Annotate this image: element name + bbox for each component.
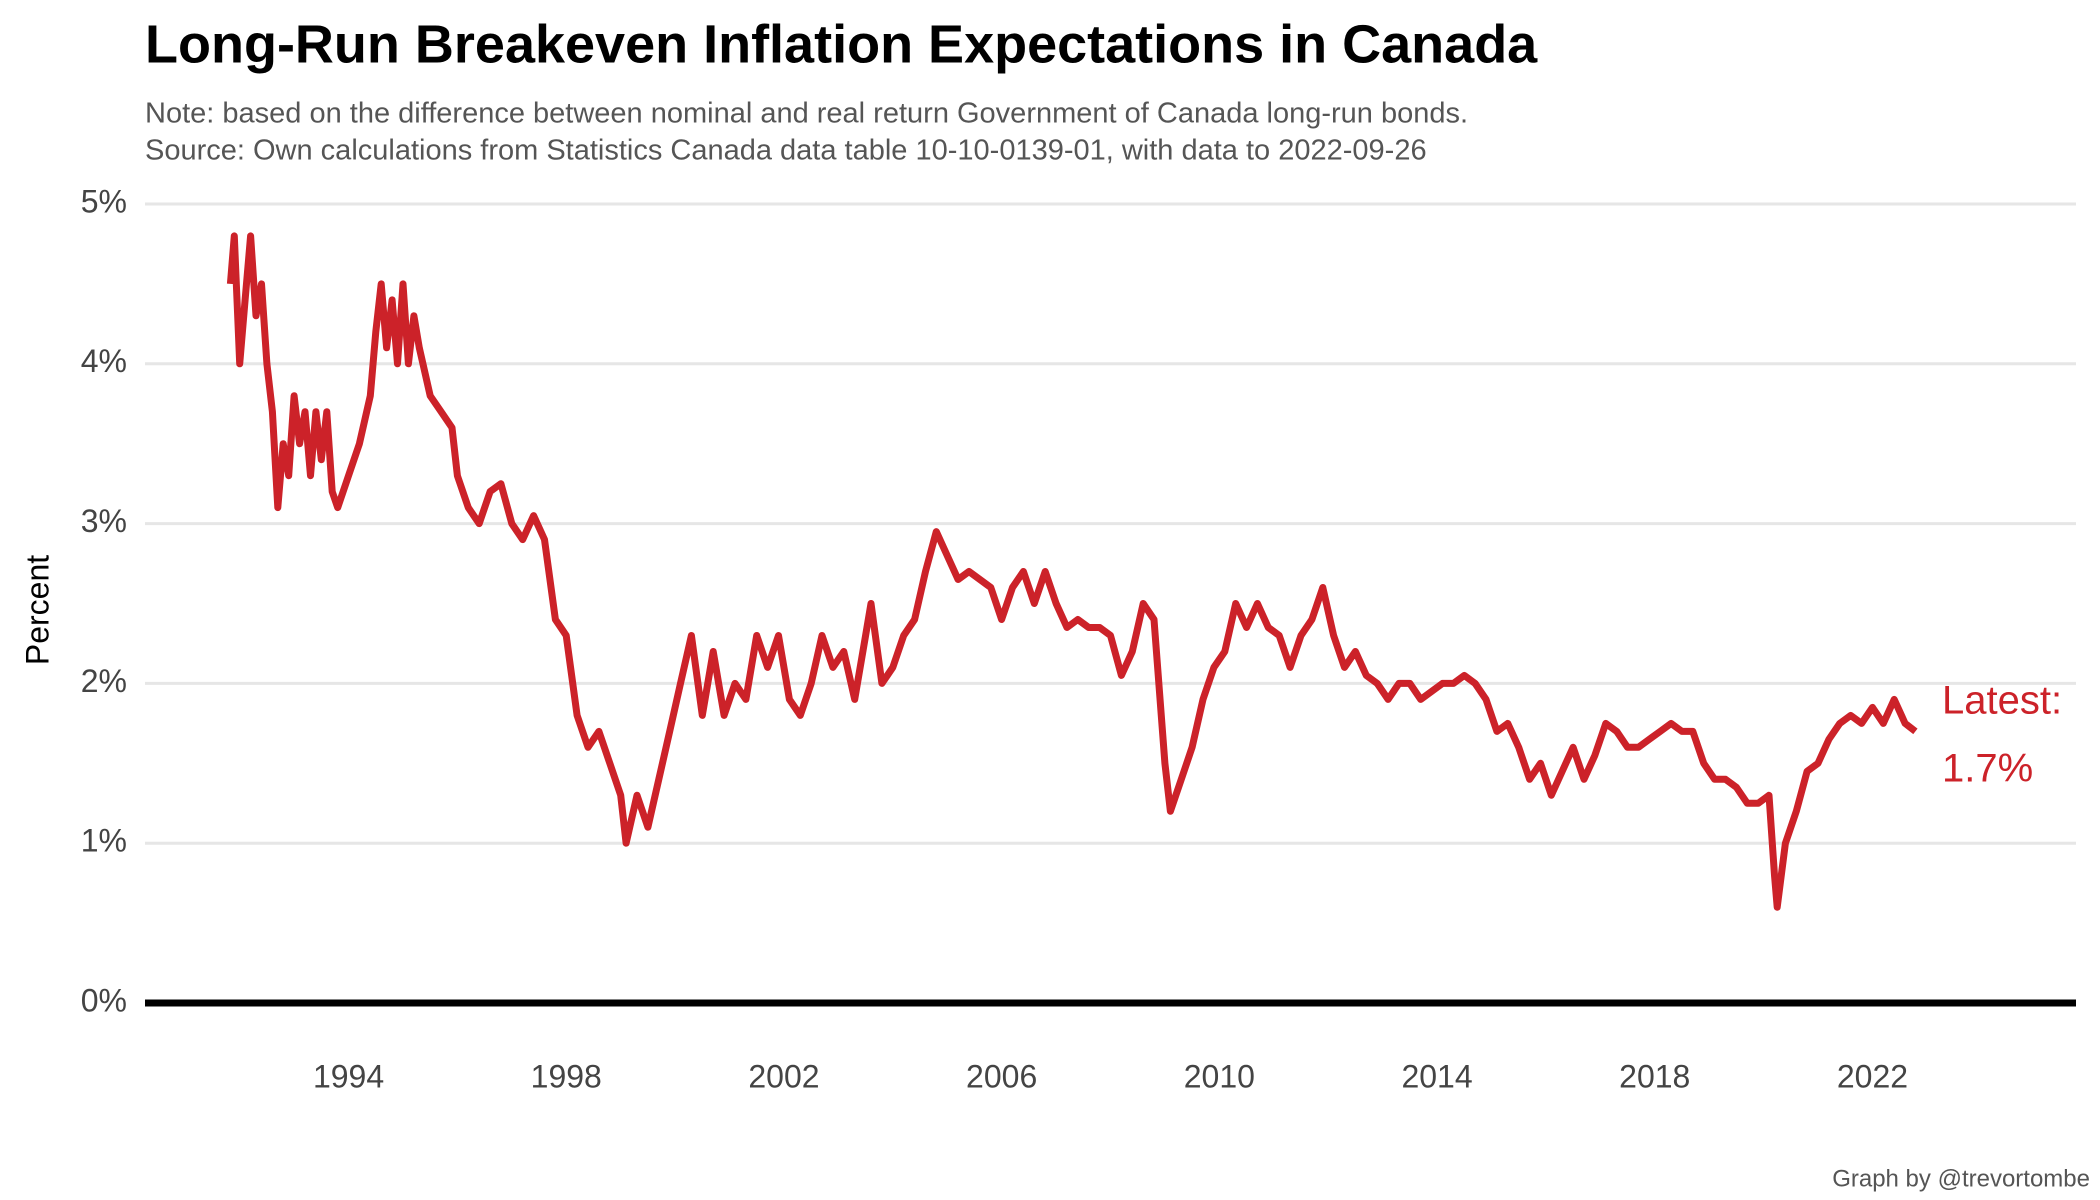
caption: Graph by @trevortombe [1832,1165,2090,1192]
y-tick-label: 1% [81,823,127,859]
x-tick-label: 2022 [1837,1058,1908,1094]
y-tick-label: 5% [81,183,127,219]
chart-subtitle: Note: based on the difference between no… [145,98,1468,130]
x-tick-label: 2002 [748,1058,819,1094]
chart-title: Long-Run Breakeven Inflation Expectation… [145,14,1538,74]
x-tick-label: 1998 [531,1058,602,1094]
y-tick-label: 3% [81,503,127,539]
chart-subtitle: Source: Own calculations from Statistics… [145,135,1427,167]
data-line [226,232,1918,911]
x-tick-label: 1994 [313,1058,384,1094]
x-tick-label: 2014 [1401,1058,1472,1094]
y-tick-label: 2% [81,663,127,699]
annotation: 1.7% [1942,747,2033,791]
y-tick-label: 0% [81,982,127,1018]
x-tick-label: 2018 [1619,1058,1690,1094]
x-tick-label: 2006 [966,1058,1037,1094]
annotation: Latest: [1942,679,2062,723]
x-tick-label: 2010 [1184,1058,1255,1094]
y-axis-label: Percent [19,555,55,665]
y-tick-label: 4% [81,343,127,379]
